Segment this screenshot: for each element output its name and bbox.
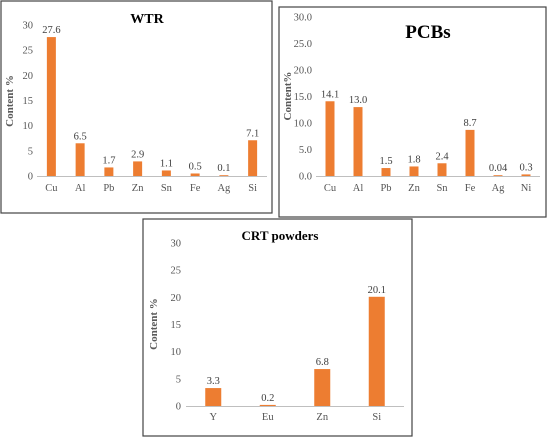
- pcbs-chart: PCBs Content% 0.0 5.0 10.0 15.0 20.0 25.0 30.0 14…: [282, 13, 540, 194]
- crt-x-tick-label-y: Y: [209, 412, 217, 423]
- wtr-y-tick-label: 10: [23, 121, 34, 132]
- pcbs-x-tick-label-ag: Ag: [492, 183, 506, 194]
- crt-data-label-eu: 0.2: [261, 393, 274, 404]
- wtr-y-tick-label: 5: [28, 146, 33, 157]
- pcbs-y-tick-label: 20.0: [294, 66, 312, 77]
- crt-chart-title: CRT powders: [242, 228, 319, 243]
- wtr-x-tick-label-al: Al: [75, 183, 86, 194]
- pcbs-x-tick-label-ni: Ni: [521, 183, 532, 194]
- pcbs-bar-al: [353, 107, 363, 176]
- crt-bar-si: [368, 296, 385, 406]
- pcbs-y-tick-label: 5.0: [299, 145, 312, 156]
- pcbs-x-tick-label-cu: Cu: [324, 183, 337, 194]
- wtr-y-tick-label: 25: [23, 46, 34, 57]
- pcbs-y-tick-label: 15.0: [294, 92, 312, 103]
- pcbs-chart-title: PCBs: [405, 22, 450, 43]
- wtr-bar-si: [248, 140, 258, 176]
- pcbs-y-tick-label: 10.0: [294, 119, 312, 130]
- pcbs-panel-frame: [278, 6, 547, 218]
- pcbs-y-tick-label: 30.0: [294, 13, 312, 24]
- wtr-bar-fe: [190, 173, 200, 176]
- wtr-panel-frame: [0, 0, 273, 214]
- crt-x-tick-label-si: Si: [372, 412, 381, 423]
- wtr-y-tick-label: 30: [23, 21, 34, 32]
- crt-bar-eu: [259, 404, 276, 406]
- wtr-y-axis-label: Content %: [4, 75, 16, 127]
- wtr-x-tick-label-pb: Pb: [103, 183, 114, 194]
- crt-bar-zn: [314, 369, 331, 406]
- crt-y-tick-label: 20: [171, 293, 182, 304]
- wtr-bar-cu: [46, 37, 56, 176]
- wtr-bar-al: [75, 143, 85, 176]
- wtr-x-tick-label-cu: Cu: [45, 183, 58, 194]
- pcbs-data-label-al: 13.0: [349, 95, 367, 106]
- pcbs-bar-zn: [409, 166, 419, 176]
- wtr-bar-pb: [104, 167, 114, 176]
- wtr-y-tick-label: 0: [28, 172, 33, 183]
- wtr-bar-sn: [161, 170, 171, 176]
- pcbs-x-tick-label-al: Al: [353, 183, 364, 194]
- pcbs-bar-pb: [381, 168, 391, 176]
- pcbs-data-label-pb: 1.5: [379, 156, 392, 167]
- wtr-data-label-ag: 0.1: [217, 163, 230, 174]
- wtr-x-tick-label-zn: Zn: [132, 183, 144, 194]
- pcbs-bar-ag: [493, 175, 503, 176]
- pcbs-data-label-zn: 1.8: [407, 154, 420, 165]
- crt-data-label-y: 3.3: [207, 376, 220, 387]
- pcbs-data-label-sn: 2.4: [435, 151, 449, 162]
- wtr-chart-title: WTR: [130, 12, 164, 27]
- wtr-data-label-fe: 0.5: [189, 161, 202, 172]
- pcbs-data-label-cu: 14.1: [321, 89, 339, 100]
- crt-x-tick-label-eu: Eu: [262, 412, 274, 423]
- pcbs-x-tick-label-fe: Fe: [465, 183, 476, 194]
- crt-x-tick-label-zn: Zn: [316, 412, 328, 423]
- crt-y-axis-label: Content %: [148, 298, 160, 350]
- crt-bar-y: [205, 388, 222, 406]
- wtr-data-label-pb: 1.7: [102, 155, 115, 166]
- wtr-y-tick-label: 15: [23, 96, 34, 107]
- wtr-data-label-zn: 2.9: [131, 149, 144, 160]
- crt-powders-chart: CRT powders Content % 0 5 10 15 20 25 30 3.3 Y 0.2 E…: [148, 228, 404, 423]
- wtr-bar-ag: [219, 175, 229, 176]
- pcbs-y-tick-label: 0.0: [299, 172, 312, 183]
- wtr-data-label-cu: 27.6: [42, 25, 60, 36]
- crt-y-tick-label: 0: [176, 402, 181, 413]
- wtr-x-tick-label-si: Si: [248, 183, 257, 194]
- crt-data-label-si: 20.1: [368, 285, 386, 296]
- crt-y-tick-label: 15: [171, 320, 182, 331]
- wtr-data-label-sn: 1.1: [160, 158, 173, 169]
- wtr-x-tick-label-sn: Sn: [161, 183, 173, 194]
- pcbs-bar-cu: [325, 101, 335, 176]
- pcbs-data-label-ni: 0.3: [519, 162, 532, 173]
- wtr-bar-zn: [133, 161, 143, 176]
- pcbs-y-tick-label: 25.0: [294, 39, 312, 50]
- crt-y-tick-label: 10: [171, 347, 182, 358]
- wtr-x-tick-label-fe: Fe: [190, 183, 201, 194]
- wtr-chart: WTR Content % 0 5 10 15 20 25 30 27.6 Cu 6.5 Al 1.7 Pb…: [4, 12, 267, 194]
- pcbs-bar-sn: [437, 163, 447, 176]
- wtr-data-label-al: 6.5: [74, 131, 87, 142]
- crt-y-tick-label: 5: [176, 374, 181, 385]
- wtr-x-tick-label-ag: Ag: [217, 183, 231, 194]
- crt-y-tick-label: 25: [171, 266, 182, 277]
- crt-data-label-zn: 6.8: [316, 357, 329, 368]
- crt-panel-frame: [142, 218, 413, 437]
- wtr-data-label-si: 7.1: [246, 128, 259, 139]
- pcbs-x-tick-label-pb: Pb: [380, 183, 391, 194]
- pcbs-y-axis-label: Content%: [282, 72, 294, 121]
- pcbs-x-tick-label-sn: Sn: [436, 183, 448, 194]
- pcbs-bar-ni: [521, 174, 531, 176]
- pcbs-bar-fe: [465, 129, 475, 176]
- pcbs-x-tick-label-zn: Zn: [408, 183, 420, 194]
- wtr-y-tick-label: 20: [23, 71, 34, 82]
- pcbs-data-label-ag: 0.04: [489, 163, 508, 174]
- crt-y-tick-label: 30: [171, 239, 182, 250]
- pcbs-data-label-fe: 8.7: [463, 118, 476, 129]
